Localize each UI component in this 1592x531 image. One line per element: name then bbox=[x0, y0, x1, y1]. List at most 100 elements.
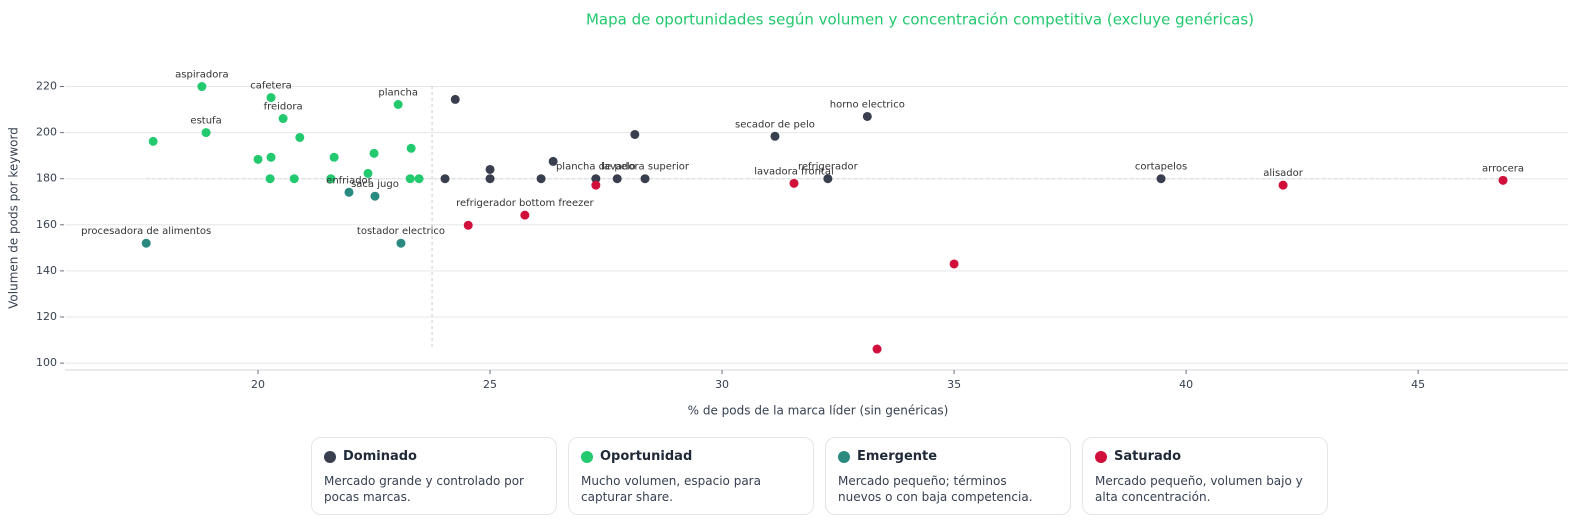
point bbox=[1156, 174, 1166, 184]
point bbox=[329, 152, 339, 162]
point bbox=[406, 143, 416, 153]
point bbox=[265, 174, 275, 184]
point-label: plancha de pelo bbox=[556, 162, 636, 173]
x-tick-label: 30 bbox=[715, 378, 729, 391]
point-label: refrigerador bottom freezer bbox=[456, 198, 594, 209]
point bbox=[872, 344, 882, 354]
point-label: enfriador bbox=[326, 175, 372, 186]
legend-swatch bbox=[324, 450, 336, 463]
y-tick-label: 200 bbox=[36, 126, 57, 139]
legend-swatch bbox=[581, 450, 593, 463]
legend-swatch bbox=[1095, 450, 1107, 463]
point bbox=[253, 154, 263, 164]
x-axis-label: % de pods de la marca líder (sin genéric… bbox=[688, 404, 949, 418]
legend-head: Dominado bbox=[324, 449, 544, 464]
legend-description: Mucho volumen, espacio para capturar sha… bbox=[581, 474, 761, 504]
point bbox=[485, 164, 495, 174]
point bbox=[295, 132, 305, 142]
x-tick-label: 35 bbox=[947, 378, 961, 391]
y-tick-label: 120 bbox=[36, 310, 57, 323]
chart-title: Mapa de oportunidades según volumen y co… bbox=[586, 11, 1254, 29]
legend-card: Saturado Mercado pequeño, volumen bajo y … bbox=[1082, 437, 1328, 515]
point bbox=[640, 174, 650, 184]
point bbox=[396, 238, 406, 248]
point bbox=[485, 174, 495, 184]
point bbox=[289, 174, 299, 184]
point-label: horno electrico bbox=[830, 99, 905, 110]
legend-description: Mercado pequeño; términos nuevos o con b… bbox=[838, 474, 1033, 504]
legend-label: Dominado bbox=[343, 449, 417, 464]
legend-label: Oportunidad bbox=[600, 449, 693, 464]
y-tick-label: 180 bbox=[36, 172, 57, 185]
legend-description: Mercado grande y controlado por pocas ma… bbox=[324, 474, 524, 504]
legend-head: Oportunidad bbox=[581, 449, 801, 464]
point bbox=[949, 259, 959, 269]
point bbox=[405, 174, 415, 184]
point bbox=[393, 100, 403, 109]
point bbox=[201, 128, 211, 138]
point bbox=[548, 156, 558, 166]
point bbox=[536, 174, 546, 184]
point bbox=[344, 187, 354, 197]
point bbox=[520, 210, 530, 220]
point bbox=[789, 178, 799, 188]
legend-label: Saturado bbox=[1114, 449, 1182, 464]
point-label: aspiradora bbox=[175, 70, 228, 81]
y-tick-label: 220 bbox=[36, 80, 57, 93]
legend-card: Oportunidad Mucho volumen, espacio para c… bbox=[568, 437, 814, 515]
point-label: cortapelos bbox=[1135, 162, 1187, 173]
point bbox=[862, 111, 872, 121]
point-label: refrigerador bbox=[798, 162, 859, 173]
point-label: arrocera bbox=[1482, 163, 1524, 174]
y-tick-label: 140 bbox=[36, 264, 57, 277]
x-tick-label: 40 bbox=[1179, 378, 1193, 391]
legend-swatch bbox=[838, 450, 850, 463]
y-tick-label: 100 bbox=[36, 356, 57, 369]
chart: Mapa de oportunidades según volumen y co… bbox=[7, 11, 1568, 418]
point bbox=[363, 168, 373, 178]
legend: Dominado Mercado grande y controlado por … bbox=[311, 437, 1328, 515]
y-tick-label: 160 bbox=[36, 218, 57, 231]
point bbox=[141, 238, 151, 248]
point-label: lavadora frontal bbox=[754, 166, 834, 177]
point bbox=[414, 174, 424, 184]
point bbox=[591, 174, 601, 184]
legend-description: Mercado pequeño, volumen bajo y alta con… bbox=[1095, 474, 1303, 504]
point bbox=[1498, 175, 1508, 185]
point-label: saca jugo bbox=[351, 179, 399, 190]
point bbox=[197, 82, 207, 92]
point bbox=[369, 148, 379, 158]
legend-head: Saturado bbox=[1095, 449, 1315, 464]
point-label: plancha bbox=[378, 88, 418, 99]
point-label: tostador electrico bbox=[357, 226, 445, 237]
point bbox=[440, 174, 450, 184]
point bbox=[450, 94, 460, 104]
point bbox=[630, 129, 640, 139]
point bbox=[266, 93, 276, 103]
point bbox=[148, 136, 158, 146]
point bbox=[823, 174, 833, 184]
point-label: lavadora superior bbox=[601, 162, 690, 173]
point-label: procesadora de alimentos bbox=[81, 226, 211, 237]
point-label: cafetera bbox=[250, 81, 292, 92]
legend-card: Dominado Mercado grande y controlado por … bbox=[311, 437, 557, 515]
point bbox=[278, 114, 288, 124]
point-label: secador de pelo bbox=[735, 119, 815, 130]
point bbox=[612, 174, 622, 184]
point bbox=[266, 152, 276, 162]
point bbox=[463, 220, 473, 230]
point bbox=[1278, 180, 1288, 190]
point-label: alisador bbox=[1263, 168, 1303, 179]
legend-card: Emergente Mercado pequeño; términos nuevo… bbox=[825, 437, 1071, 515]
y-axis-label: Volumen de pods por keyword bbox=[7, 127, 21, 309]
x-tick-label: 20 bbox=[251, 378, 265, 391]
point bbox=[770, 131, 780, 141]
legend-label: Emergente bbox=[857, 449, 938, 464]
point bbox=[326, 174, 336, 184]
x-tick-label: 25 bbox=[483, 378, 497, 391]
point-label: freidora bbox=[264, 102, 303, 113]
x-tick-label: 45 bbox=[1411, 378, 1425, 391]
point bbox=[370, 191, 380, 201]
point-label: estufa bbox=[190, 116, 221, 127]
